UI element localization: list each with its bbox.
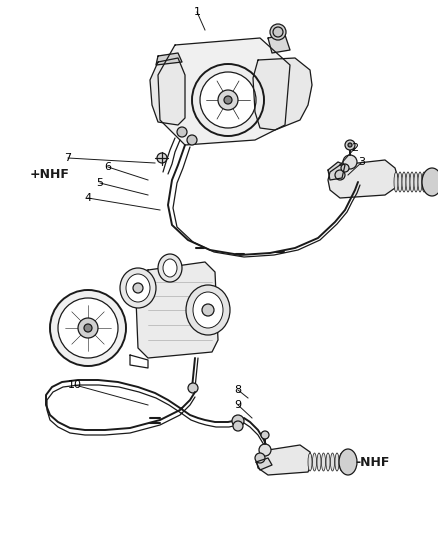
Ellipse shape [163,259,177,277]
Circle shape [343,155,357,169]
Circle shape [261,431,269,439]
Circle shape [341,164,349,172]
Circle shape [177,127,187,137]
Ellipse shape [308,453,312,471]
Ellipse shape [418,172,422,192]
Circle shape [78,318,98,338]
Ellipse shape [120,268,156,308]
Circle shape [157,153,167,163]
Ellipse shape [312,453,317,471]
Circle shape [133,283,143,293]
Text: 3: 3 [358,157,365,167]
Text: 1: 1 [194,7,201,17]
Ellipse shape [321,453,325,471]
Ellipse shape [335,453,339,471]
Circle shape [335,170,345,180]
Circle shape [270,24,286,40]
Ellipse shape [339,453,343,471]
Circle shape [188,383,198,393]
Text: 2: 2 [351,143,359,153]
Circle shape [232,415,244,427]
Text: -NHF: -NHF [355,456,389,469]
Circle shape [84,324,92,332]
Circle shape [224,96,232,104]
Circle shape [50,290,126,366]
Polygon shape [253,58,312,130]
Polygon shape [328,160,398,198]
Circle shape [273,27,283,37]
Polygon shape [268,35,290,53]
Ellipse shape [126,274,150,302]
Ellipse shape [193,292,223,328]
Ellipse shape [317,453,321,471]
Text: 8: 8 [234,385,242,395]
Ellipse shape [326,453,330,471]
Circle shape [218,90,238,110]
Polygon shape [328,162,345,180]
Circle shape [348,143,352,147]
Polygon shape [135,262,218,358]
Circle shape [345,140,355,150]
Polygon shape [256,458,272,470]
Circle shape [192,64,264,136]
Ellipse shape [186,285,230,335]
Ellipse shape [422,168,438,196]
Text: 9: 9 [234,400,242,410]
Circle shape [200,72,256,128]
Text: 7: 7 [64,153,71,163]
Text: 5: 5 [96,178,103,188]
Polygon shape [158,38,290,145]
Ellipse shape [410,172,414,192]
Circle shape [58,298,118,358]
Ellipse shape [398,172,402,192]
Text: 6: 6 [105,162,112,172]
Ellipse shape [394,172,398,192]
Ellipse shape [339,449,357,475]
Ellipse shape [158,254,182,282]
Polygon shape [150,58,185,125]
Circle shape [259,444,271,456]
Circle shape [187,135,197,145]
Text: 4: 4 [85,193,92,203]
Ellipse shape [406,172,410,192]
Polygon shape [256,445,312,475]
Text: 10: 10 [68,380,82,390]
Circle shape [233,421,243,431]
Polygon shape [156,53,182,65]
Ellipse shape [422,172,426,192]
Text: +NHF: +NHF [30,168,70,182]
Ellipse shape [414,172,418,192]
Circle shape [202,304,214,316]
Ellipse shape [426,172,430,192]
Circle shape [274,28,282,36]
Ellipse shape [402,172,406,192]
Circle shape [255,453,265,463]
Ellipse shape [331,453,335,471]
